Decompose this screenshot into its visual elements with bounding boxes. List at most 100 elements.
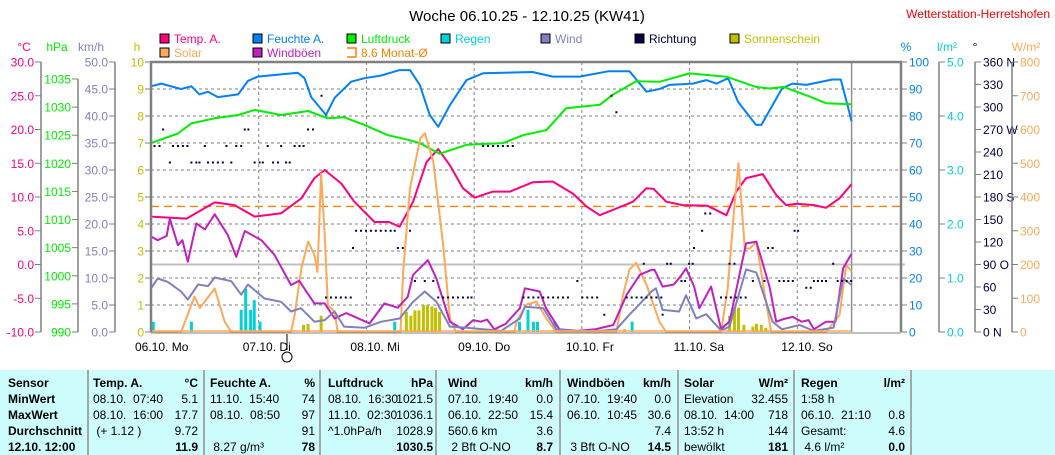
direction-dot [650,296,653,299]
rain-bar [244,288,248,332]
tick-label: 200 [1020,258,1040,272]
direction-dot [230,161,233,164]
direction-dot [470,296,473,299]
direction-dot [235,145,238,147]
chart-title: Woche 06.10.25 - 12.10.25 (KW41) [409,8,645,25]
direction-dot [339,296,342,299]
direction-dot [158,145,161,147]
cell-value: 74 [301,392,315,406]
axis-unit: l/m² [937,40,957,54]
cell-value: 11.9 [175,440,198,454]
tick-label: 1025 [44,129,71,143]
group-header: Feuchte A. [210,376,271,390]
direction-dot [272,161,275,164]
direction-dot [266,145,269,147]
cell-label: 08.10. 14:00 [684,408,755,422]
sunshine-bar [421,305,425,332]
cursor-marker-icon[interactable] [281,351,293,363]
direction-dot [635,296,638,299]
axis-rain: l/m² 0.0 1.0 2.0 3.0 4.0 5.0 [937,40,964,340]
cell-label: (+ 1.12 ) [93,424,142,438]
direction-dot [389,229,392,232]
direction-dot [312,128,315,131]
tick-label: 0.0 [91,326,108,340]
group-unit: l/m² [883,376,905,390]
legend-item: Wind [540,32,582,46]
direction-dot [688,262,691,265]
direction-dot [603,313,606,316]
tick-label: 30 [909,245,923,259]
rain-bar [535,321,539,332]
rain-bar [189,321,193,332]
series-line-solar [151,132,853,333]
direction-dot [344,296,347,299]
direction-dot [791,280,794,282]
direction-dot [181,145,184,147]
series-line-temp-a- [150,148,853,228]
cell-value: 14.5 [647,440,671,454]
tick-label: 150 [983,213,1003,227]
group-header: Solar [684,376,715,390]
tick-label: 35.0 [85,137,109,151]
direction-dot [733,262,736,265]
legend-swatch [159,33,170,44]
direction-dot [576,280,579,282]
direction-dot [225,145,228,147]
column-divider [559,370,561,455]
direction-dot [522,296,525,299]
direction-dot [709,212,712,215]
legend-label: Wind [555,32,582,46]
direction-dot [809,286,812,289]
tick-label: 10 [131,56,145,70]
row-label: MaxWert [8,408,58,422]
tick-label: 1020 [44,157,71,171]
axis-unit: km/h [78,40,104,54]
direction-dot [850,280,853,282]
direction-dot [176,145,179,147]
direction-dot [557,296,560,299]
tick-label: 45.0 [85,83,109,97]
direction-dot [506,145,509,147]
row-label: MinWert [8,392,56,406]
direction-dot [728,262,731,265]
tick-label: 5 [137,191,144,205]
axis-humidity: % 0 10 20 30 40 50 60 70 80 90 100 [901,40,930,340]
group-header: Wind [448,376,478,390]
direction-dot [655,296,658,299]
direction-dot [360,229,363,232]
direction-dot [841,280,844,282]
direction-dot [527,296,530,299]
axis-pressure: hPa 990 995 1000 1005 1010 1015 1020 1025 1030 103… [44,40,79,340]
direction-dot [240,145,243,147]
tick-label: 5.0 [17,224,34,238]
group-unit: km/h [524,376,553,390]
rain-bar [258,321,262,332]
direction-dot [198,161,201,164]
cell-value: 1030.5 [396,440,433,454]
sunshine-bar [417,310,421,332]
tick-label: 240 [983,146,1003,160]
axis-unit: ° [973,40,978,54]
legend-label: Feuchte A. [267,32,324,46]
tick-label: 2 [137,272,144,286]
series-line-windböen [150,213,853,332]
column-divider [435,370,437,455]
statistics-table: Sensor MinWert MaxWert Durchschnitt 12.10. 1… [0,370,1055,455]
cell-value: 9.72 [174,424,198,438]
direction-dot [307,128,310,131]
tick-label: 1015 [44,185,71,199]
cell-label: 4.6 l/m² [801,440,845,454]
tick-label: 5.0 [91,299,108,313]
legend-label: Windböen [267,46,321,60]
cell-value: 4.6 [888,424,905,438]
legend-swatch [159,47,170,58]
legend-swatch [346,33,357,44]
legend-label: Regen [455,32,490,46]
tick-label: 3 [137,245,144,259]
legend-item: Richtung [634,32,696,46]
tick-label: 3.0 [947,164,964,178]
legend-swatch [540,33,551,44]
direction-dot [288,161,291,164]
direction-dot [186,145,189,147]
direction-dot [684,280,687,282]
